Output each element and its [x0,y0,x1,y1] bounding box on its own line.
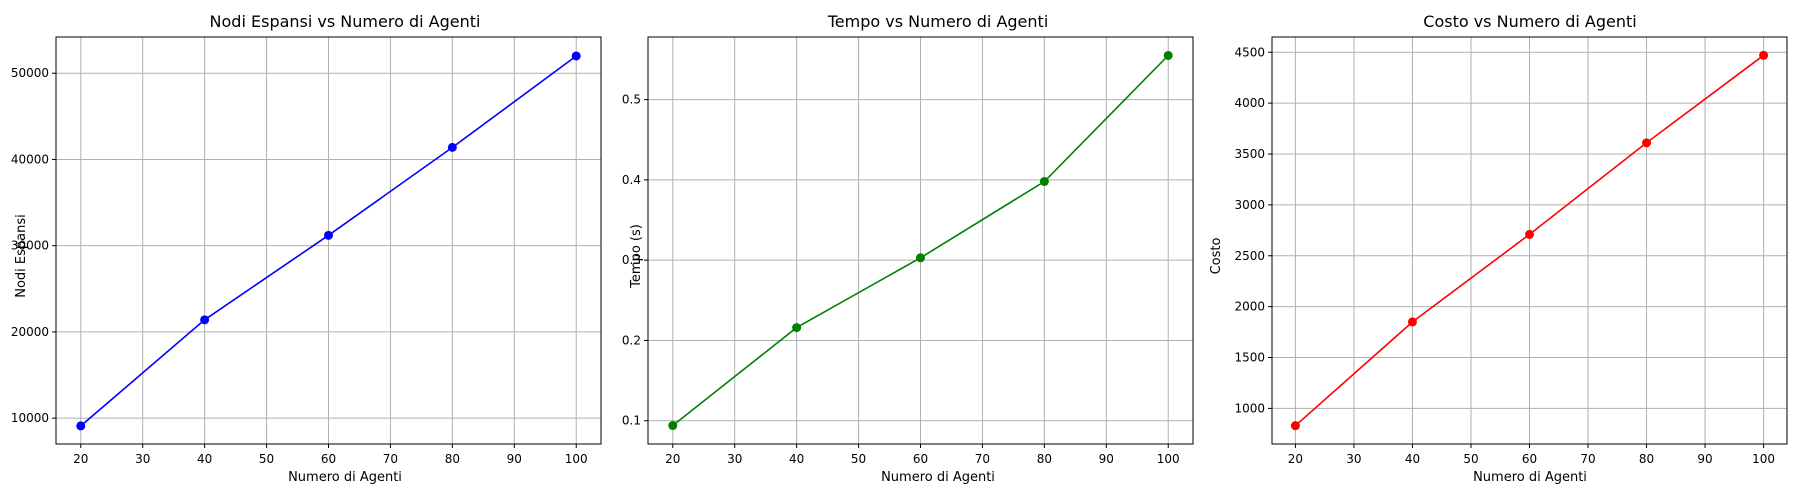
chart-title: Costo vs Numero di Agenti [1423,12,1636,31]
data-point [76,421,86,431]
subplot-nodi-espansi: Nodi Espansi vs Numero di Agenti Numero … [11,12,602,485]
chart-title: Tempo vs Numero di Agenti [827,12,1049,31]
data-point [1163,50,1173,60]
x-tick-label: 100 [565,452,588,466]
y-tick-label: 20000 [11,325,49,339]
y-tick-label: 0.5 [622,93,641,107]
data-point [1407,317,1417,327]
x-tick-label: 70 [1580,452,1595,466]
x-axis-label: Numero di Agenti [1473,470,1587,485]
x-tick-label: 100 [1752,452,1775,466]
x-tick-label: 70 [383,452,398,466]
y-tick-label: 0.1 [622,414,641,428]
x-tick-label: 80 [1037,452,1052,466]
y-tick-label: 2500 [1234,249,1265,263]
data-point [571,51,581,61]
x-tick-label: 40 [789,452,804,466]
x-axis-label: Numero di Agenti [288,470,402,485]
x-tick-label: 50 [851,452,866,466]
y-tick-label: 2000 [1234,300,1265,314]
y-tick-label: 30000 [11,239,49,253]
x-tick-label: 30 [1346,452,1361,466]
plot-frame [647,36,1194,445]
y-tick-label: 0.3 [622,253,641,267]
data-point [1525,229,1534,239]
y-axis-label: Nodi Espansi [14,214,29,298]
x-tick-label: 60 [1522,452,1537,466]
x-tick-label: 20 [73,452,88,466]
chart-title: Nodi Espansi vs Numero di Agenti [210,12,481,31]
plot-area: 20 30 40 50 60 70 80 90 100 1000 1500 2000 2500 3000 3… [1234,36,1788,466]
y-axis-label: Costo [1209,238,1224,275]
data-point [1290,421,1300,431]
data-point [200,315,210,325]
y-tick-label: 1000 [1234,401,1265,415]
x-tick-label: 80 [1639,452,1654,466]
y-tick-label: 4500 [1234,45,1265,59]
x-tick-label: 90 [1697,452,1712,466]
plot-area: 20 30 40 50 60 70 80 90 100 10000 20000 30000 40000 5… [11,36,602,466]
y-tick-label: 40000 [11,152,49,166]
data-point [447,142,457,152]
x-tick-label: 60 [913,452,928,466]
x-axis-label: Numero di Agenti [881,470,995,485]
data-point [324,230,333,240]
plot-frame [55,36,602,445]
subplot-tempo: Tempo vs Numero di Agenti Numero di Agen… [622,12,1194,485]
data-point [1039,176,1049,186]
x-tick-label: 60 [321,452,336,466]
x-tick-label: 50 [1463,452,1478,466]
data-point [792,323,802,333]
x-tick-label: 20 [1288,452,1303,466]
y-tick-label: 0.2 [622,333,641,347]
y-tick-label: 3000 [1234,198,1265,212]
x-tick-label: 90 [507,452,522,466]
y-tick-label: 3500 [1234,147,1265,161]
x-tick-label: 40 [1405,452,1420,466]
data-point [668,421,678,431]
plot-area: 20 30 40 50 60 70 80 90 100 0.1 0.2 0.3 0.4 0.5 [622,36,1194,466]
y-tick-label: 50000 [11,66,49,80]
x-tick-label: 20 [665,452,680,466]
x-tick-label: 100 [1157,452,1180,466]
data-point [1759,50,1769,60]
y-tick-label: 0.4 [622,173,641,187]
y-tick-label: 1500 [1234,351,1265,365]
plot-frame [1271,36,1788,445]
x-tick-label: 80 [445,452,460,466]
x-tick-label: 30 [727,452,742,466]
subplot-costo: Costo vs Numero di Agenti Numero di Agen… [1209,12,1788,485]
data-point [1642,138,1652,148]
y-axis-label: Tempo (s) [629,224,644,289]
y-tick-label: 4000 [1234,96,1265,110]
x-tick-label: 40 [197,452,212,466]
x-tick-label: 90 [1099,452,1114,466]
x-tick-label: 30 [135,452,150,466]
y-tick-label: 10000 [11,411,49,425]
data-point [916,253,925,263]
x-tick-label: 70 [975,452,990,466]
x-tick-label: 50 [259,452,274,466]
